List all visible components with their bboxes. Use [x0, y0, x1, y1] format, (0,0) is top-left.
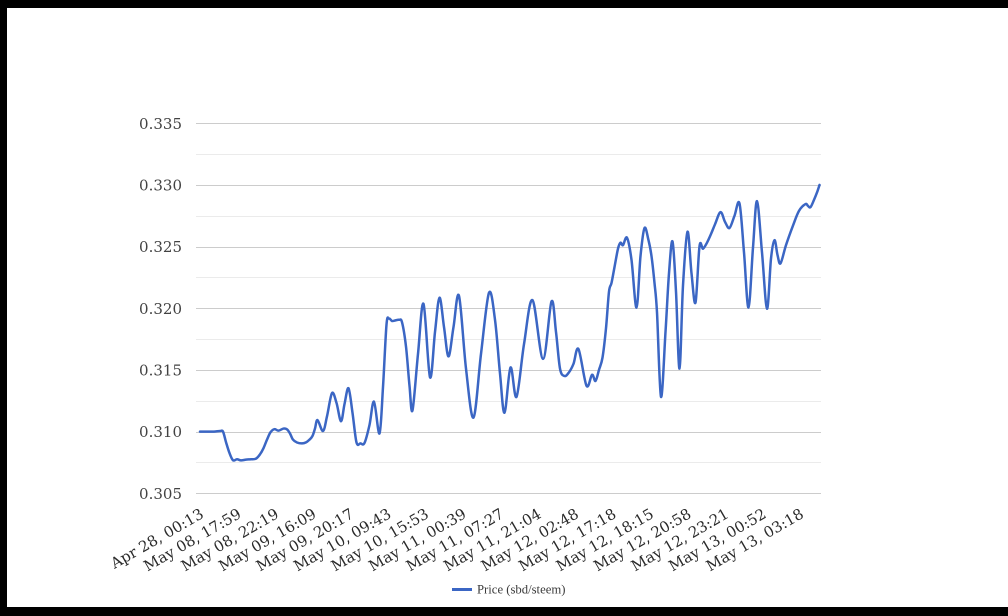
y-tick-label: 0.335	[139, 115, 182, 133]
y-tick-label: 0.315	[139, 361, 182, 379]
y-tick-label: 0.310	[139, 423, 182, 441]
y-tick-label: 0.325	[139, 238, 182, 256]
price-line-chart: 0.335 0.330 0.325 0.320 0.315 0.310 0.305 Apr …	[107, 115, 821, 597]
chart-frame: 0.335 0.330 0.325 0.320 0.315 0.310 0.305 Apr …	[7, 8, 1008, 607]
y-tick-label: 0.330	[139, 176, 182, 194]
legend: Price (sbd/steem)	[452, 583, 565, 597]
major-gridlines	[196, 123, 821, 494]
y-tick-label: 0.305	[139, 485, 182, 503]
price-series-line	[198, 183, 821, 462]
y-tick-label: 0.320	[139, 300, 182, 318]
minor-gridlines	[196, 154, 821, 463]
legend-label: Price (sbd/steem)	[477, 583, 565, 597]
y-axis-labels: 0.335 0.330 0.325 0.320 0.315 0.310 0.305	[139, 115, 182, 503]
